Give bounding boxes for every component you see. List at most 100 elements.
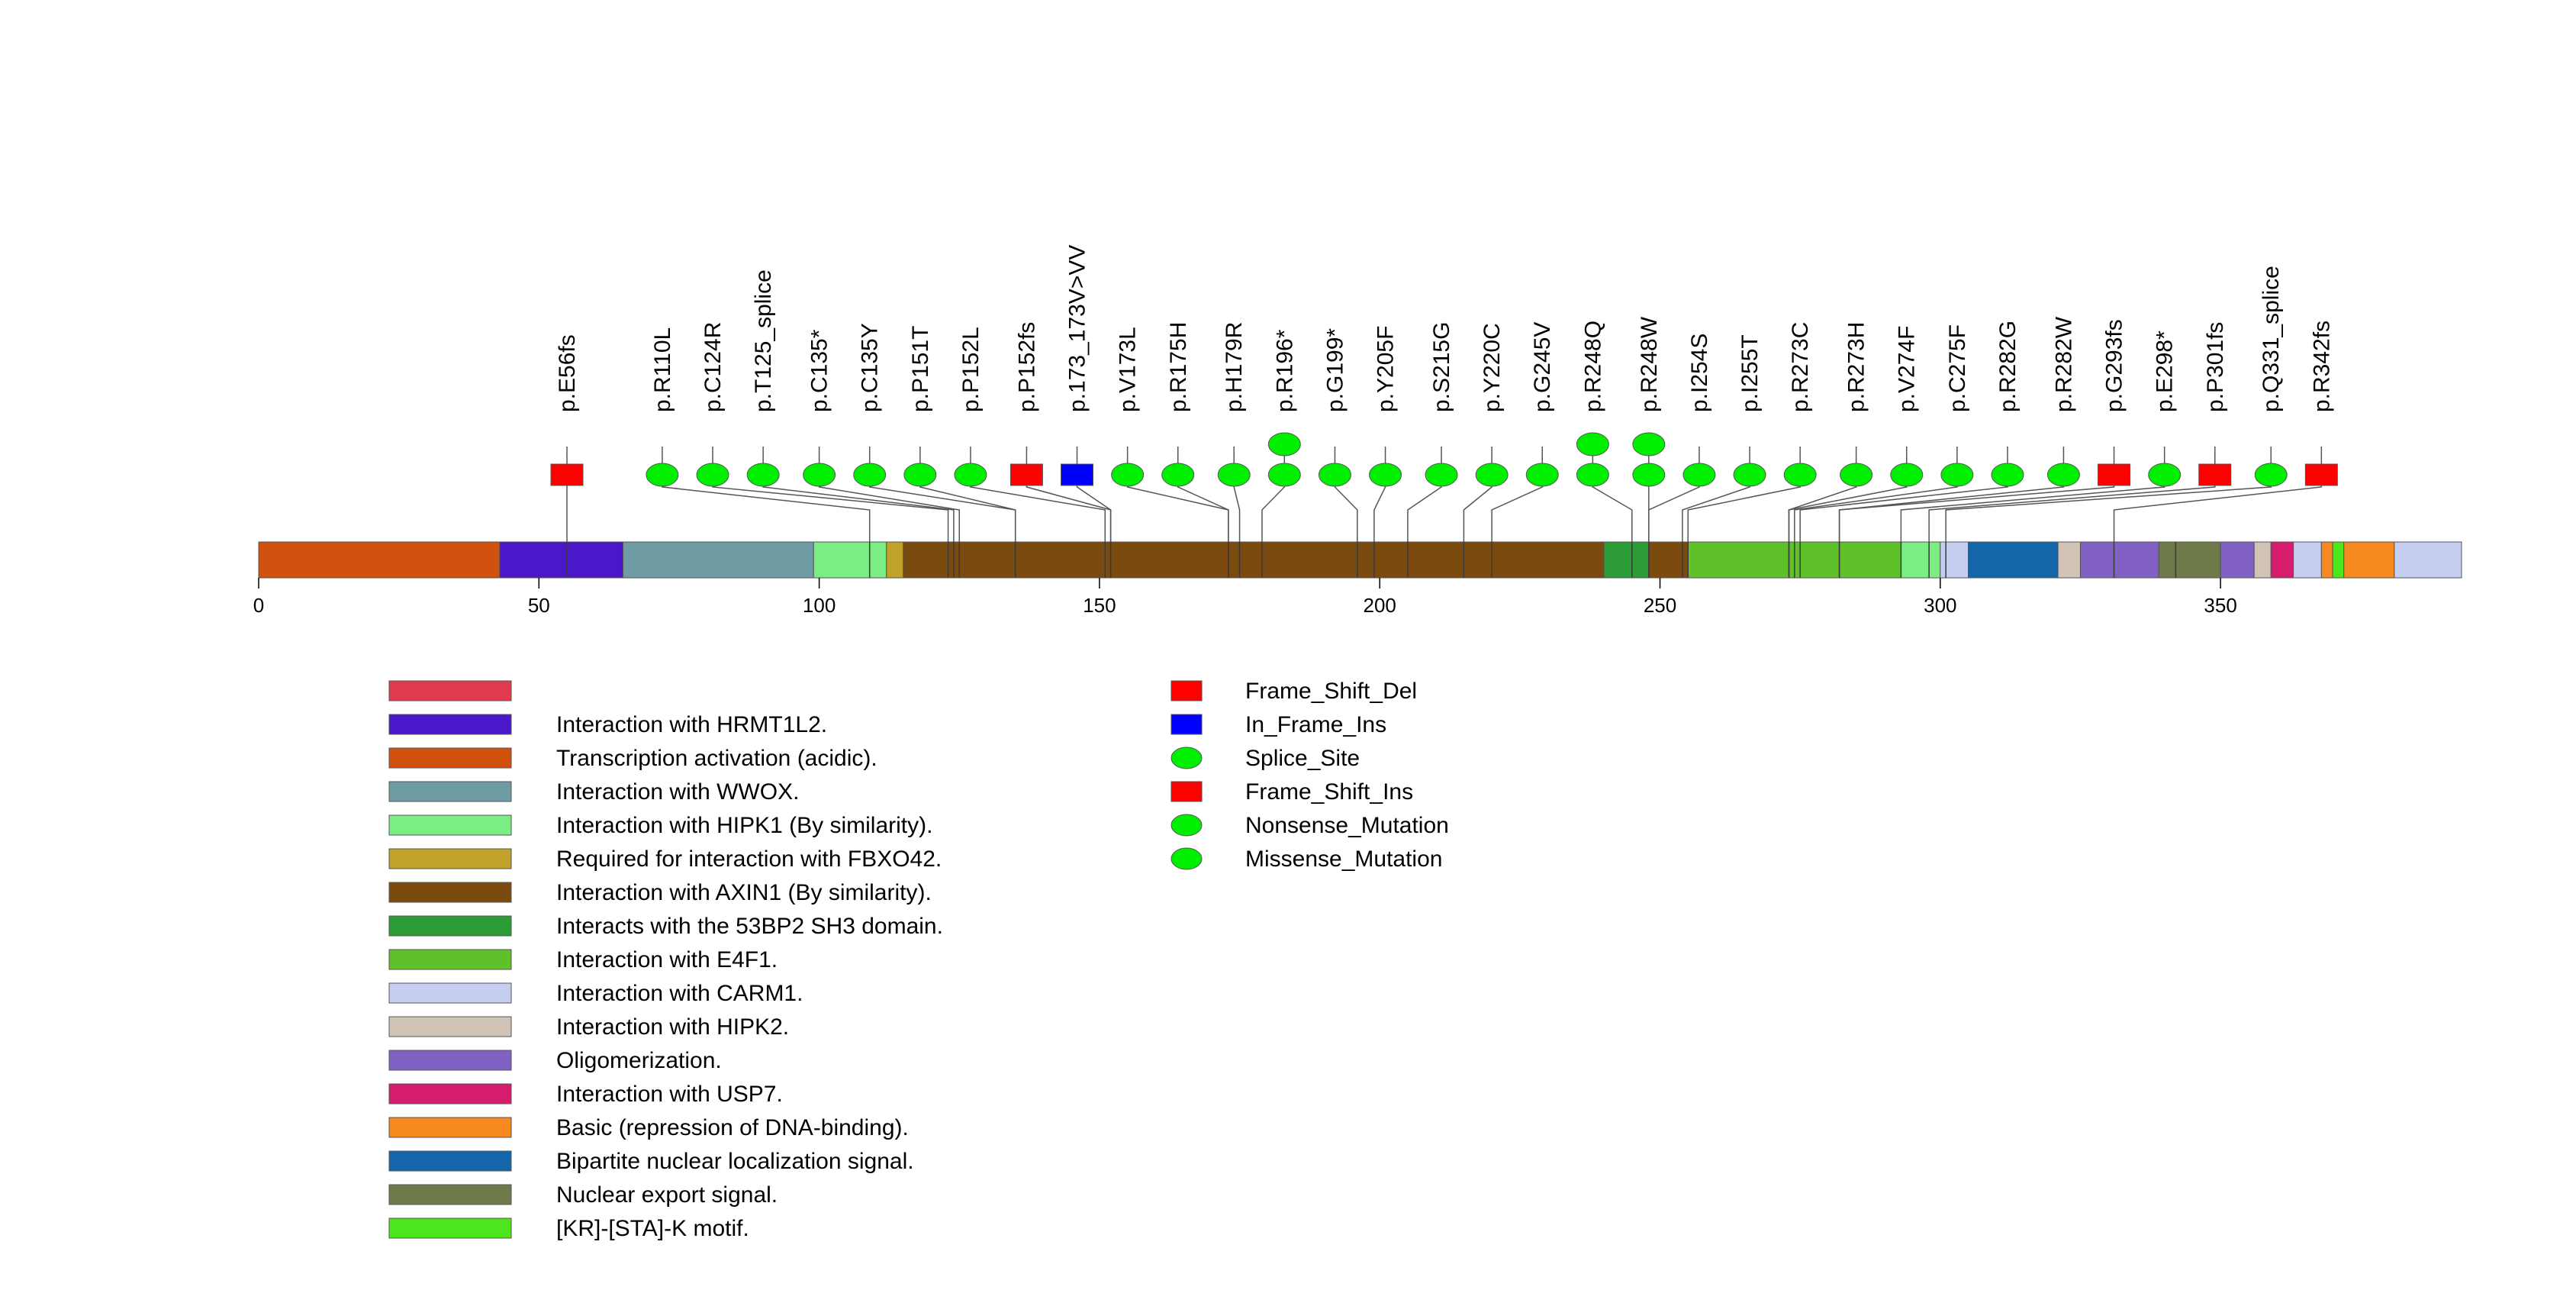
domain-legend-swatch: [388, 680, 512, 701]
x-tick-label: 350: [2204, 594, 2236, 617]
domain-legend-swatch: [388, 848, 512, 869]
mutation-marker-circle: [1733, 463, 1766, 487]
domain-legend-swatch: [388, 1050, 512, 1071]
mutation-marker-circle: [954, 463, 987, 487]
mutation-label: p.R342fs: [2309, 321, 2334, 412]
domain-legend-swatch: [388, 781, 512, 802]
x-tick-label: 300: [1924, 594, 1956, 617]
mutation-label: p.P301fs: [2203, 322, 2228, 412]
mutation-stem: [1788, 447, 1857, 542]
mutation-label: p.P152L: [958, 327, 984, 412]
mutation-stem: [1788, 447, 1908, 542]
mutation-legend-square: [1170, 680, 1203, 701]
mutation-stem: [1407, 447, 1442, 542]
domain-segment: [2293, 541, 2322, 579]
domain-legend-swatch: [388, 1016, 512, 1037]
domain-legend-swatch: [388, 882, 512, 903]
mutation-label: p.V274F: [1895, 326, 1920, 412]
domain-segment: [1648, 541, 1689, 579]
mutation-stem: [1838, 447, 2115, 542]
mutation-stem: [1233, 447, 1241, 542]
mutation-marker-circle: [1682, 463, 1716, 487]
mutation-stem: [1177, 447, 1229, 542]
domain-segment: [2394, 541, 2462, 579]
domain-legend-label: Interaction with HRMT1L2.: [556, 712, 827, 737]
mutation-marker-circle: [1425, 463, 1458, 487]
mutation-legend-circle: [1170, 814, 1203, 837]
mutation-marker-circle: [746, 463, 780, 487]
domain-segment: [2220, 541, 2255, 579]
domain-legend-label: Bipartite nuclear localization signal.: [556, 1149, 914, 1174]
mutation-stem: [919, 447, 1016, 542]
x-axis: 0 50 100 150 200 250 300 350: [253, 578, 2237, 617]
x-tick-label: 250: [1644, 594, 1676, 617]
mutation-label: p.S215G: [1429, 322, 1454, 412]
mutation-marker-circle: [1525, 463, 1559, 487]
mutation-marker-circle: [1940, 463, 1974, 487]
mutation-stem: [1026, 447, 1112, 542]
mutation-label: p.R196*: [1272, 329, 1297, 412]
mutation-legend-label: Splice_Site: [1245, 746, 1360, 771]
mutation-label: p.C135Y: [858, 323, 883, 412]
domain-legend-label: Interaction with HIPK1 (By similarity).: [556, 813, 932, 838]
mutation-legend-label: Nonsense_Mutation: [1245, 813, 1449, 838]
domain-legend-label: Transcription activation (acidic).: [556, 746, 877, 771]
mutation-marker-circle: [1632, 463, 1666, 487]
mutation-label: p.V173L: [1116, 327, 1141, 412]
domain-legend-swatch: [388, 1150, 512, 1172]
mutation-legend-circle: [1170, 847, 1203, 870]
mutation-marker-circle: [1475, 463, 1509, 487]
mutation-label: p.I255T: [1737, 334, 1763, 412]
mutation-stem: [1794, 447, 1958, 542]
mutation-marker-circle: [1267, 463, 1301, 487]
mutation-label: p.C135*: [807, 329, 832, 412]
domain-legend-label: Required for interaction with FBXO42.: [556, 847, 942, 872]
domain-segment: [2343, 541, 2395, 579]
mutation-marker-square: [2198, 463, 2232, 486]
domain-legend-swatch: [388, 1184, 512, 1205]
domain-legend-swatch: [388, 1083, 512, 1105]
mutation-marker-square: [1061, 463, 1094, 486]
mutation-type-legend: Frame_Shift_Del In_Frame_Ins Splice_Site Fr…: [1170, 679, 1449, 872]
mutation-marker-circle: [1111, 463, 1145, 487]
domain-legend-swatch: [388, 1217, 512, 1239]
mutation-marker-square: [2304, 463, 2338, 486]
mutation-legend-square: [1170, 714, 1203, 735]
mutation-marker-circle: [2046, 463, 2080, 487]
domain-segment: [1968, 541, 2059, 579]
domain-legend: Interaction with HRMT1L2. Transcription a…: [388, 680, 943, 1241]
mutation-marker-circle: [646, 463, 679, 487]
domain-segment: [903, 541, 1605, 579]
mutation-legend-label: Frame_Shift_Del: [1245, 679, 1417, 704]
mutation-marker-circle: [1840, 463, 1873, 487]
mutation-label: p.R248W: [1637, 316, 1662, 412]
mutation-label: p.E56fs: [555, 334, 580, 412]
domain-legend-label: Interaction with USP7.: [556, 1082, 783, 1107]
mutation-marker-circle: [1161, 463, 1195, 487]
x-tick-label: 0: [253, 594, 264, 617]
mutation-stem: [1648, 447, 1700, 542]
mutation-stems: [566, 447, 2323, 542]
mutation-stem: [1687, 447, 1801, 542]
domain-segment: [499, 541, 623, 579]
domain-segment: [886, 541, 904, 579]
mutation-label: p.R273H: [1844, 322, 1869, 412]
mutation-marker-circle: [1318, 463, 1351, 487]
protein-domain-track: [258, 541, 2462, 579]
x-tick-label: 50: [528, 594, 550, 617]
mutation-stem: [1682, 447, 1750, 542]
mutation-label: p.R282G: [1995, 321, 2021, 412]
mutation-marker-circle: [1217, 463, 1251, 487]
mutation-label: p.I254S: [1687, 334, 1712, 412]
mutation-stem: [2113, 447, 2323, 542]
x-tick-label: 150: [1083, 594, 1116, 617]
mutation-label: p.R282W: [2051, 316, 2076, 412]
domain-legend-swatch: [388, 1117, 512, 1138]
mutation-label: p.R248Q: [1580, 321, 1605, 412]
mutation-label: p.E298*: [2153, 331, 2178, 412]
domain-segment: [2057, 541, 2081, 579]
domain-segment: [622, 541, 814, 579]
mutation-label: p.G293fs: [2102, 319, 2127, 412]
domain-legend-swatch: [388, 982, 512, 1004]
mutation-marker-square: [2098, 463, 2131, 486]
